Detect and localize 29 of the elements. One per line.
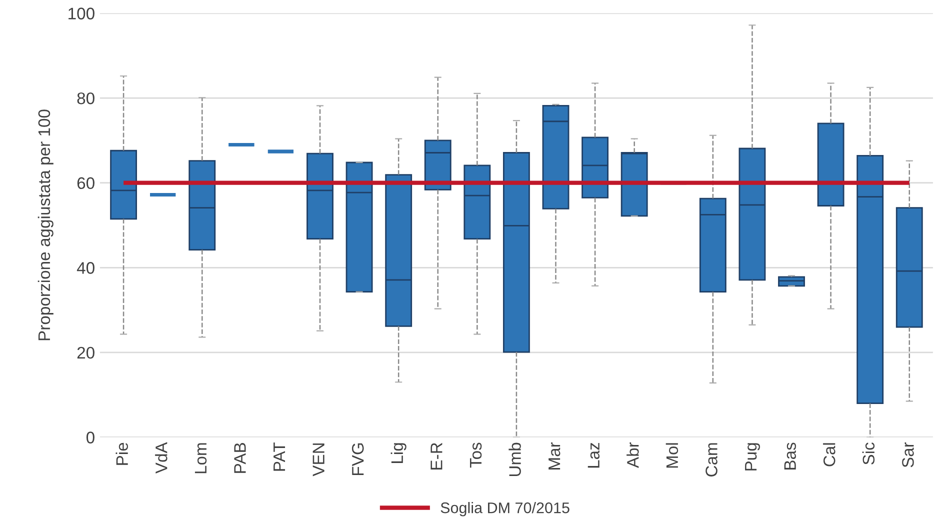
- x-tick-label: Lig: [390, 443, 406, 463]
- y-tick-label: 80: [77, 92, 94, 104]
- x-tick-label: Mol: [666, 443, 678, 468]
- x-tick-label: Lom: [194, 443, 207, 474]
- x-tick-label: Pie: [116, 442, 128, 465]
- x-tick-label: Sar: [902, 442, 914, 468]
- y-tick-label: 100: [68, 8, 94, 20]
- legend-label: Soglia DM 70/2015: [440, 502, 570, 516]
- x-tick-label: Bas: [784, 442, 796, 470]
- y-axis-title: Proporzione aggiustata per 100: [38, 110, 54, 340]
- x-tick-label: Mar: [548, 442, 560, 470]
- y-tick-label: 60: [77, 177, 94, 190]
- y-tick-label: 20: [77, 346, 94, 359]
- x-tick-label: Cam: [706, 443, 718, 476]
- x-tick-label: FVG: [352, 443, 364, 476]
- x-tick-label: Cal: [823, 443, 836, 466]
- x-tick-label: VEN: [312, 443, 324, 476]
- y-tick-label: 40: [76, 262, 94, 274]
- x-tick-label: Laz: [588, 442, 600, 468]
- x-tick-label: Umb: [508, 442, 521, 476]
- x-tick-label: PAB: [234, 442, 246, 473]
- y-tick-label: 0: [86, 432, 94, 444]
- x-tick-label: Abr: [626, 442, 639, 468]
- x-tick-label: Sic: [862, 442, 875, 465]
- x-tick-label: E-R: [430, 442, 442, 470]
- x-tick-label: Pug: [745, 443, 760, 470]
- x-tick-label: Tos: [470, 442, 482, 468]
- x-tick-label: PAT: [274, 442, 286, 471]
- x-tick-label: VdA: [155, 442, 168, 474]
